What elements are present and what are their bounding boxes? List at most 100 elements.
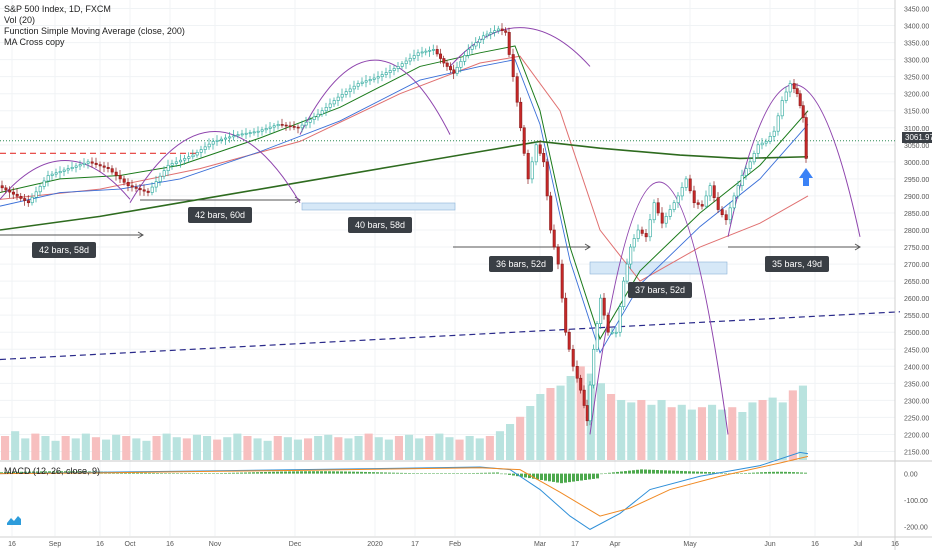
macd-histogram-bar (292, 471, 295, 474)
macd-histogram-bar (752, 472, 755, 474)
time-tick-label: 16 (166, 541, 174, 548)
candle-body (632, 238, 636, 248)
macd-histogram-bar (348, 471, 351, 474)
volume-bar (223, 437, 232, 460)
macd-histogram-bar (24, 471, 27, 474)
macd-histogram-bar (468, 473, 471, 474)
tradingview-logo-icon[interactable] (6, 514, 22, 526)
macd-histogram-bar (296, 471, 299, 474)
macd-histogram-bar (300, 471, 303, 474)
candle-body (23, 198, 27, 201)
volume-bar (768, 397, 777, 460)
macd-histogram-bar (136, 472, 139, 474)
candle-body (466, 49, 470, 56)
candle-body (792, 83, 796, 89)
macd-histogram-bar (280, 471, 283, 474)
macd-histogram-bar (680, 470, 683, 474)
volume-bar (556, 385, 565, 460)
candle-body (760, 142, 764, 146)
macd-histogram-bar (376, 472, 379, 474)
macd-histogram-bar (384, 472, 387, 474)
candle-body (784, 91, 788, 101)
candle-body (166, 164, 170, 172)
macd-histogram-bar (672, 470, 675, 474)
macd-histogram-bar (132, 472, 135, 474)
candle-body (50, 173, 54, 176)
measure-label-4: 36 bars, 52d (489, 256, 554, 272)
candle-body (724, 214, 728, 221)
candle-body (191, 154, 195, 158)
macd-histogram-bar (160, 473, 163, 474)
macd-histogram-bar (308, 471, 311, 474)
macd-histogram-bar (632, 470, 635, 474)
time-tick-label: 16 (8, 541, 16, 548)
macd-histogram-bar (452, 473, 455, 474)
price-tick-label: 3000.00 (904, 160, 929, 167)
volume-bar (283, 437, 292, 460)
candle-body (404, 60, 408, 65)
volume-bar (748, 402, 757, 460)
candle-body (174, 161, 178, 164)
candle-body (420, 51, 424, 54)
volume-bar (344, 438, 353, 460)
candle-body (656, 202, 660, 214)
macd-histogram-bar (276, 471, 279, 474)
candle-body (788, 83, 792, 93)
price-tick-label: 3300.00 (904, 58, 929, 65)
macd-histogram-bar (188, 473, 191, 474)
candle-body (320, 110, 324, 115)
macd-histogram-bar (48, 471, 51, 474)
macd-histogram-bar (412, 473, 415, 474)
price-tick-label: 3150.00 (904, 109, 929, 116)
candle-body (428, 49, 432, 52)
macd-histogram-bar (144, 472, 147, 474)
candle-body (38, 186, 42, 193)
candle-body (720, 209, 724, 215)
candle-body (595, 323, 599, 350)
macd-histogram-bar (636, 469, 639, 474)
candle-body (179, 159, 183, 163)
legend-macross: MA Cross copy (4, 37, 65, 47)
macd-histogram-bar (500, 473, 503, 475)
candle-body (78, 164, 82, 167)
volume-bar (192, 434, 201, 460)
volume-bar (566, 376, 575, 460)
volume-bar (617, 400, 626, 460)
candle-body (336, 96, 340, 101)
macd-histogram-bar (600, 473, 603, 475)
volume-bar (758, 400, 767, 460)
candle-body (776, 115, 780, 132)
macd-histogram-bar (260, 472, 263, 474)
price-tick-label: 2950.00 (904, 177, 929, 184)
macd-histogram-bar (464, 473, 467, 474)
candle-body (82, 162, 86, 165)
macd-histogram-bar (760, 472, 763, 474)
macd-histogram-bar (664, 470, 667, 474)
macd-histogram-bar (688, 471, 691, 474)
candle-body (652, 202, 656, 221)
candle-body (106, 167, 110, 169)
candle-body (798, 93, 802, 106)
cycle-arc (299, 59, 451, 135)
macd-histogram-bar (28, 471, 31, 474)
volume-bar (667, 407, 676, 460)
measure-arrow-6-head (854, 243, 861, 251)
candle-body (384, 72, 388, 75)
cycle-arc (589, 181, 729, 435)
candle-body (388, 70, 392, 73)
candle-body (571, 348, 575, 367)
macd-histogram-bar (596, 473, 599, 479)
candle-body (102, 165, 106, 168)
macd-histogram-bar (220, 473, 223, 474)
volume-bar (708, 404, 717, 460)
volume-bar (213, 439, 222, 460)
volume-bar (697, 407, 706, 460)
candle-body (424, 50, 428, 53)
candle-body (86, 161, 90, 164)
candle-body (138, 188, 142, 191)
macd-histogram-bar (368, 472, 371, 474)
macd-histogram-bar (356, 471, 359, 474)
candle-body (636, 229, 640, 239)
candle-body (203, 146, 207, 150)
